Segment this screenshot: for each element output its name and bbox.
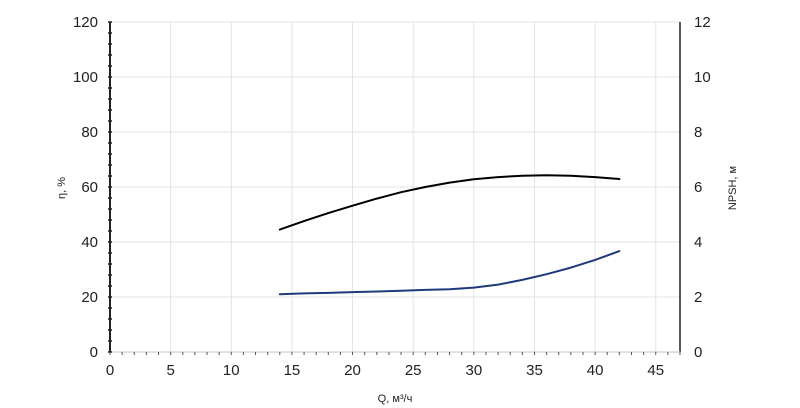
x-tick-label: 10	[223, 362, 240, 379]
x-tick-label: 30	[465, 362, 482, 379]
left-tick-label: 40	[81, 234, 98, 251]
left-tick-label: 60	[81, 179, 98, 196]
left-tick-label: 80	[81, 124, 98, 141]
right-tick-label: 12	[694, 14, 711, 31]
grid	[110, 21, 680, 352]
tick-labels: 0 5 10 15 20 25 30 35 40 45 0 20 40 60 80 100 120 0 2 4 6 8 10…	[73, 14, 711, 379]
right-tick-label: 2	[694, 289, 702, 306]
x-tick-label: 25	[405, 362, 422, 379]
x-tick-label: 20	[344, 362, 361, 379]
axes	[108, 21, 681, 355]
right-tick-label: 6	[694, 179, 702, 196]
x-tick-label: 40	[587, 362, 604, 379]
x-axis-title: Q, м³/ч	[378, 393, 413, 405]
right-tick-label: 0	[694, 344, 702, 361]
series	[278, 174, 621, 296]
right-tick-label: 8	[694, 124, 702, 141]
right-axis-title: NPSH, м	[727, 166, 739, 210]
x-tick-label: 15	[284, 362, 301, 379]
right-tick-label: 10	[694, 69, 711, 86]
left-tick-label: 0	[90, 344, 98, 361]
x-tick-label: 5	[166, 362, 174, 379]
left-tick-label: 120	[73, 14, 98, 31]
x-tick-label: 0	[106, 362, 114, 379]
left-axis-title: η, %	[56, 177, 68, 199]
right-tick-label: 4	[694, 234, 702, 251]
efficiency-line	[278, 174, 621, 231]
x-tick-label: 35	[526, 362, 543, 379]
npsh-line	[278, 250, 621, 296]
left-tick-label: 20	[81, 289, 98, 306]
x-tick-label: 45	[647, 362, 664, 379]
left-tick-label: 100	[73, 69, 98, 86]
